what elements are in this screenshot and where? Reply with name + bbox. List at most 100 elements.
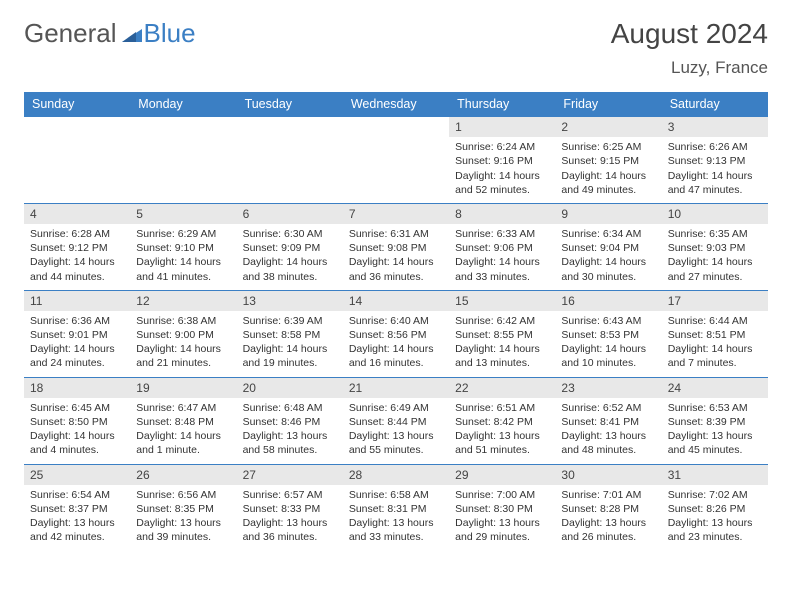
sunset-text: Sunset: 8:30 PM [455,502,549,516]
daylight-text: Daylight: 14 hours and 1 minute. [136,429,230,457]
daylight-text: Daylight: 14 hours and 4 minutes. [30,429,124,457]
day-cell: 7Sunrise: 6:31 AMSunset: 9:08 PMDaylight… [343,203,449,290]
daylight-text: Daylight: 13 hours and 58 minutes. [243,429,337,457]
sunrise-text: Sunrise: 6:34 AM [561,227,655,241]
daylight-text: Daylight: 14 hours and 47 minutes. [668,169,762,197]
daylight-text: Daylight: 14 hours and 10 minutes. [561,342,655,370]
day-body: Sunrise: 7:02 AMSunset: 8:26 PMDaylight:… [662,485,768,551]
day-cell: 16Sunrise: 6:43 AMSunset: 8:53 PMDayligh… [555,290,661,377]
sunrise-text: Sunrise: 7:00 AM [455,488,549,502]
day-cell: 11Sunrise: 6:36 AMSunset: 9:01 PMDayligh… [24,290,130,377]
daylight-text: Daylight: 14 hours and 16 minutes. [349,342,443,370]
day-cell: 29Sunrise: 7:00 AMSunset: 8:30 PMDayligh… [449,464,555,551]
daylight-text: Daylight: 14 hours and 21 minutes. [136,342,230,370]
weekday-header: Sunday Monday Tuesday Wednesday Thursday… [24,92,768,116]
sunset-text: Sunset: 9:06 PM [455,241,549,255]
day-cell: 22Sunrise: 6:51 AMSunset: 8:42 PMDayligh… [449,377,555,464]
sunset-text: Sunset: 8:37 PM [30,502,124,516]
sunrise-text: Sunrise: 6:39 AM [243,314,337,328]
sunrise-text: Sunrise: 7:02 AM [668,488,762,502]
weekday-sat: Saturday [662,92,768,116]
sunrise-text: Sunrise: 6:29 AM [136,227,230,241]
day-number: 3 [662,117,768,137]
day-cell [130,116,236,203]
day-cell: 14Sunrise: 6:40 AMSunset: 8:56 PMDayligh… [343,290,449,377]
day-number: 14 [343,291,449,311]
sunset-text: Sunset: 8:26 PM [668,502,762,516]
day-number: 19 [130,378,236,398]
sunset-text: Sunset: 8:53 PM [561,328,655,342]
sunset-text: Sunset: 9:01 PM [30,328,124,342]
sunrise-text: Sunrise: 6:48 AM [243,401,337,415]
day-body: Sunrise: 6:51 AMSunset: 8:42 PMDaylight:… [449,398,555,464]
day-number: 18 [24,378,130,398]
sunrise-text: Sunrise: 6:28 AM [30,227,124,241]
day-cell: 21Sunrise: 6:49 AMSunset: 8:44 PMDayligh… [343,377,449,464]
day-body: Sunrise: 6:30 AMSunset: 9:09 PMDaylight:… [237,224,343,290]
day-body: Sunrise: 6:56 AMSunset: 8:35 PMDaylight:… [130,485,236,551]
day-body: Sunrise: 6:52 AMSunset: 8:41 PMDaylight:… [555,398,661,464]
logo-text-general: General [24,18,117,49]
day-number: 21 [343,378,449,398]
day-body: Sunrise: 6:40 AMSunset: 8:56 PMDaylight:… [343,311,449,377]
daylight-text: Daylight: 14 hours and 33 minutes. [455,255,549,283]
sunrise-text: Sunrise: 6:44 AM [668,314,762,328]
logo: General Blue [24,18,196,49]
title-block: August 2024 Luzy, France [611,18,768,78]
sunset-text: Sunset: 8:28 PM [561,502,655,516]
daylight-text: Daylight: 13 hours and 33 minutes. [349,516,443,544]
sunset-text: Sunset: 8:46 PM [243,415,337,429]
day-number: 16 [555,291,661,311]
daylight-text: Daylight: 14 hours and 52 minutes. [455,169,549,197]
day-cell: 15Sunrise: 6:42 AMSunset: 8:55 PMDayligh… [449,290,555,377]
day-number: 6 [237,204,343,224]
day-number: 1 [449,117,555,137]
day-cell: 8Sunrise: 6:33 AMSunset: 9:06 PMDaylight… [449,203,555,290]
sunset-text: Sunset: 8:31 PM [349,502,443,516]
sunset-text: Sunset: 8:44 PM [349,415,443,429]
daylight-text: Daylight: 14 hours and 19 minutes. [243,342,337,370]
daylight-text: Daylight: 14 hours and 24 minutes. [30,342,124,370]
day-body: Sunrise: 6:57 AMSunset: 8:33 PMDaylight:… [237,485,343,551]
month-title: August 2024 [611,18,768,50]
day-number: 26 [130,465,236,485]
sunset-text: Sunset: 8:50 PM [30,415,124,429]
sunset-text: Sunset: 8:51 PM [668,328,762,342]
weekday-thu: Thursday [449,92,555,116]
day-body: Sunrise: 6:31 AMSunset: 9:08 PMDaylight:… [343,224,449,290]
day-body: Sunrise: 6:42 AMSunset: 8:55 PMDaylight:… [449,311,555,377]
day-cell: 10Sunrise: 6:35 AMSunset: 9:03 PMDayligh… [662,203,768,290]
sunrise-text: Sunrise: 7:01 AM [561,488,655,502]
sunrise-text: Sunrise: 6:53 AM [668,401,762,415]
daylight-text: Daylight: 13 hours and 29 minutes. [455,516,549,544]
daylight-text: Daylight: 14 hours and 38 minutes. [243,255,337,283]
day-cell: 18Sunrise: 6:45 AMSunset: 8:50 PMDayligh… [24,377,130,464]
sunset-text: Sunset: 8:35 PM [136,502,230,516]
daylight-text: Daylight: 14 hours and 41 minutes. [136,255,230,283]
day-body: Sunrise: 6:54 AMSunset: 8:37 PMDaylight:… [24,485,130,551]
daylight-text: Daylight: 13 hours and 26 minutes. [561,516,655,544]
sunrise-text: Sunrise: 6:35 AM [668,227,762,241]
day-cell: 24Sunrise: 6:53 AMSunset: 8:39 PMDayligh… [662,377,768,464]
day-cell: 2Sunrise: 6:25 AMSunset: 9:15 PMDaylight… [555,116,661,203]
sunset-text: Sunset: 8:55 PM [455,328,549,342]
day-body: Sunrise: 7:01 AMSunset: 8:28 PMDaylight:… [555,485,661,551]
sunset-text: Sunset: 9:03 PM [668,241,762,255]
logo-text-blue: Blue [144,18,196,49]
day-cell: 6Sunrise: 6:30 AMSunset: 9:09 PMDaylight… [237,203,343,290]
daylight-text: Daylight: 14 hours and 13 minutes. [455,342,549,370]
sunrise-text: Sunrise: 6:25 AM [561,140,655,154]
sunrise-text: Sunrise: 6:54 AM [30,488,124,502]
day-cell: 17Sunrise: 6:44 AMSunset: 8:51 PMDayligh… [662,290,768,377]
day-number: 28 [343,465,449,485]
sunset-text: Sunset: 9:15 PM [561,154,655,168]
day-number: 11 [24,291,130,311]
sunset-text: Sunset: 8:33 PM [243,502,337,516]
sunset-text: Sunset: 8:41 PM [561,415,655,429]
day-body: Sunrise: 6:25 AMSunset: 9:15 PMDaylight:… [555,137,661,203]
day-cell [343,116,449,203]
daylight-text: Daylight: 13 hours and 42 minutes. [30,516,124,544]
day-body: Sunrise: 6:45 AMSunset: 8:50 PMDaylight:… [24,398,130,464]
sunset-text: Sunset: 8:56 PM [349,328,443,342]
day-number: 8 [449,204,555,224]
